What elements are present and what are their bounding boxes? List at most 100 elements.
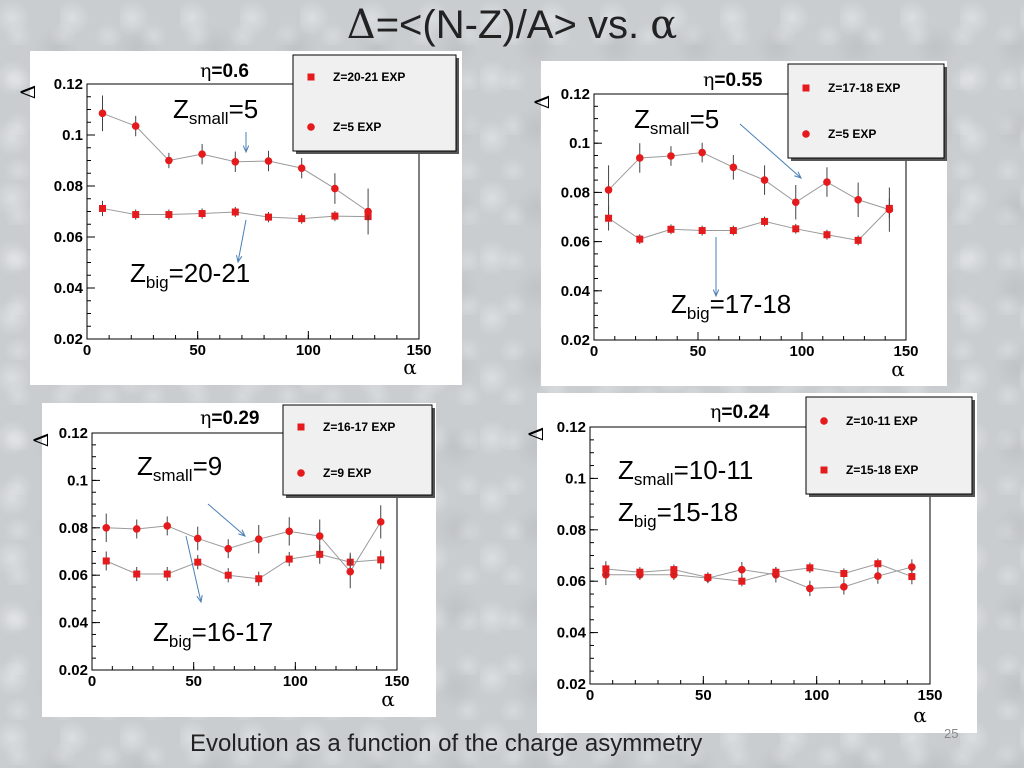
legend-marker [820, 466, 828, 474]
y-tick-label: 0.12 [557, 419, 586, 436]
annotation-arrow-head [238, 529, 246, 537]
x-tick-label: 150 [406, 342, 431, 359]
series-line [106, 521, 382, 573]
data-point [165, 211, 173, 219]
series-line [106, 553, 381, 580]
eta-value: =0.24 [721, 402, 770, 423]
annotation-subscript: big [687, 304, 710, 323]
y-tick-label: 0.12 [59, 425, 88, 442]
x-axis-label: α [403, 355, 417, 379]
data-point [231, 208, 239, 216]
legend-entry-label: Z=9 EXP [323, 466, 371, 480]
eta-symbol: η [200, 60, 211, 82]
y-axis-label: Δ [530, 95, 554, 109]
annotation-z: Z [173, 94, 189, 124]
legend-marker [820, 417, 828, 425]
y-tick-label: 0.08 [557, 522, 586, 539]
title-alpha-symbol: α [650, 2, 678, 48]
y-tick-label: 0.1 [67, 472, 88, 489]
chart-svg: 0.02 0.04 0.06 0.08 0.1 0.12 0 50 100 150 Δα η=0.55… [530, 63, 947, 381]
data-point [315, 532, 324, 540]
legend-entry-label: Z=15-18 EXP [846, 463, 918, 477]
data-point [224, 571, 232, 579]
annotation-z: Z [618, 455, 634, 485]
annotation-arrow [739, 123, 802, 179]
eta-value: =0.55 [714, 70, 763, 91]
series-line [608, 208, 890, 241]
annotation-z-small: Zsmall=5 [634, 104, 719, 138]
annotation-z-small: Zsmall=9 [137, 451, 222, 485]
legend-box [787, 63, 945, 159]
x-tick-label: 0 [88, 673, 96, 690]
data-point [806, 564, 814, 572]
eta-value: =0.29 [211, 408, 259, 429]
y-tick-label: 0.02 [54, 331, 83, 348]
annotation-z-small: Zsmall=5 [173, 94, 258, 128]
data-point [264, 157, 273, 165]
annotation-arrow-head [712, 289, 720, 298]
legend-marker [297, 423, 305, 431]
y-tick-label: 0.12 [54, 76, 83, 93]
data-point [132, 525, 141, 533]
annotation-arrow-head [196, 595, 203, 604]
data-point [635, 154, 644, 162]
legend-box [805, 396, 973, 495]
legend-entry-label: Z=5 EXP [828, 127, 876, 141]
data-point [738, 577, 746, 585]
data-point [98, 109, 107, 118]
data-point [760, 176, 769, 184]
y-tick-label: 0.06 [59, 567, 88, 584]
data-point [331, 212, 339, 220]
data-point [194, 558, 202, 566]
data-point [874, 572, 882, 580]
annotation-arrow-head [794, 171, 802, 179]
x-tick-label: 50 [189, 342, 206, 359]
y-tick-label: 0.12 [561, 86, 590, 103]
eta-label: η=0.6 [200, 60, 249, 82]
legend-entry-label: Z=17-18 EXP [828, 81, 900, 95]
legend-marker [297, 469, 305, 477]
eta-symbol: η [200, 407, 211, 429]
data-point [761, 217, 769, 225]
data-point [806, 584, 814, 593]
x-axis-label: α [913, 703, 927, 727]
y-tick-label: 0.1 [565, 470, 586, 487]
slide-title: Δ=<(N-Z)/A> vs. α [0, 2, 1024, 48]
data-point [670, 566, 678, 574]
annotation-z: Z [618, 497, 634, 527]
eta-symbol: η [703, 69, 714, 91]
x-axis-label: α [381, 687, 395, 711]
annotation-suffix: =9 [193, 451, 223, 481]
y-axis-label: Δ [16, 85, 40, 99]
annotation-z-big: Zbig=20-21 [130, 258, 250, 292]
annotation-subscript: small [153, 466, 193, 485]
data-point [854, 236, 862, 244]
page-number: 25 [944, 726, 959, 741]
data-point [224, 544, 233, 553]
data-point [823, 231, 831, 239]
data-point [667, 152, 675, 160]
eta-symbol: η [710, 401, 721, 423]
y-tick-label: 0.02 [557, 676, 586, 693]
legend-entry-label: Z=16-17 EXP [323, 420, 395, 434]
annotation-suffix: =20-21 [169, 258, 251, 288]
title-expression: =<(N-Z)/A> vs. [375, 3, 651, 47]
annotation-z: Z [137, 451, 153, 481]
data-point [193, 534, 202, 543]
x-axis-label: α [891, 357, 905, 381]
x-tick-label: 150 [917, 687, 942, 704]
annotation-z: Z [153, 617, 169, 647]
annotation-z-small: Zsmall=10-11 [618, 455, 753, 489]
annotation-z: Z [130, 258, 146, 288]
data-point [729, 227, 737, 235]
x-tick-label: 150 [384, 673, 409, 690]
data-point [604, 186, 613, 194]
data-point [704, 573, 712, 581]
eta-label: η=0.29 [200, 407, 259, 429]
data-point [331, 184, 339, 193]
data-point [605, 214, 613, 222]
legend-marker [307, 73, 315, 81]
legend-box [282, 404, 433, 496]
